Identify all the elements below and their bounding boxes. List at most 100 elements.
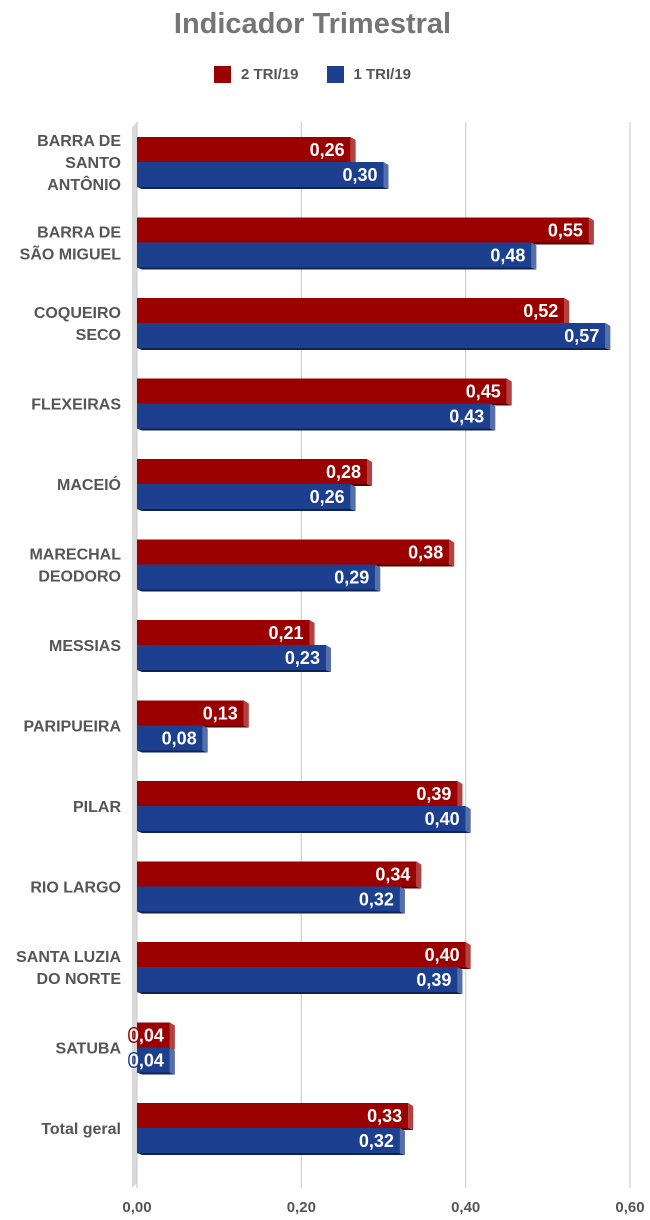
bar-series-1 bbox=[137, 700, 244, 726]
bar-side-face bbox=[506, 378, 512, 406]
bar-value-label: 0,32 bbox=[359, 1131, 394, 1151]
bar-value-label: 0,26 bbox=[310, 140, 345, 160]
bar-value-label: 0,33 bbox=[367, 1106, 402, 1126]
bar-side-face bbox=[399, 1128, 405, 1155]
category-label: BARRA DE bbox=[37, 133, 121, 150]
bar-series-1 bbox=[137, 137, 351, 162]
category-label: FLEXEIRAS bbox=[31, 397, 121, 414]
bar-value-label: 0,04 bbox=[129, 1026, 164, 1046]
bar-series-2 bbox=[137, 403, 491, 429]
bar-series-2 bbox=[137, 323, 606, 348]
bar-value-label: 0,21 bbox=[269, 623, 304, 643]
category-label: SANTA LUZIA bbox=[16, 949, 121, 966]
bar-side-face bbox=[531, 242, 537, 270]
bar-value-label: 0,55 bbox=[548, 221, 583, 241]
legend-item-series-2: 1 TRI/19 bbox=[326, 66, 412, 83]
bar-series-1 bbox=[137, 1103, 409, 1128]
bar-value-label: 0,08 bbox=[162, 729, 197, 749]
bar-series-1 bbox=[137, 620, 310, 645]
bar-side-face bbox=[605, 323, 611, 350]
bar-side-face bbox=[350, 484, 356, 511]
bar-bottom-face bbox=[137, 670, 331, 672]
bar-series-2 bbox=[137, 1047, 170, 1073]
bar-bottom-face bbox=[137, 992, 463, 994]
category-label: SANTO bbox=[65, 155, 121, 172]
bar-side-face bbox=[367, 459, 373, 486]
bar-side-face bbox=[457, 781, 463, 808]
bar-value-label: 0,26 bbox=[310, 487, 345, 507]
bar-series-2 bbox=[137, 806, 466, 831]
bar-series-1 bbox=[137, 861, 417, 887]
bar-side-face bbox=[408, 1103, 414, 1130]
bar-value-label: 0,57 bbox=[564, 326, 599, 346]
bar-value-label: 0,30 bbox=[342, 165, 377, 185]
bar-series-1 bbox=[137, 1022, 170, 1048]
bar-value-label: 0,52 bbox=[523, 301, 558, 321]
legend-item-series-1: 2 TRI/19 bbox=[213, 66, 299, 83]
bar-side-face bbox=[416, 861, 422, 889]
bar-side-face bbox=[169, 1022, 175, 1050]
bar-value-label: 0,45 bbox=[466, 382, 501, 402]
x-tick-label: 0,40 bbox=[451, 1199, 480, 1216]
bar-value-label: 0,48 bbox=[490, 246, 525, 266]
category-label: RIO LARGO bbox=[30, 880, 121, 897]
bar-value-label: 0,43 bbox=[449, 407, 484, 427]
bar-series-1 bbox=[137, 942, 466, 967]
bar-series-2 bbox=[137, 645, 326, 670]
bar-bottom-face bbox=[137, 348, 611, 350]
legend: 2 TRI/19 1 TRI/19 bbox=[0, 66, 625, 83]
x-tick-label: 0,20 bbox=[287, 1199, 316, 1216]
bar-series-2 bbox=[137, 1128, 400, 1153]
bar-side-face bbox=[325, 645, 331, 672]
bar-series-1 bbox=[137, 459, 368, 484]
bar-side-face bbox=[564, 298, 570, 325]
bar-side-face bbox=[588, 217, 594, 245]
bar-series-2 bbox=[137, 886, 400, 912]
bar-series-1 bbox=[137, 217, 589, 243]
category-label: MESSIAS bbox=[49, 638, 121, 655]
bar-series-1 bbox=[137, 298, 565, 323]
category-label: MARECHAL bbox=[29, 547, 121, 564]
bar-value-label: 0,39 bbox=[416, 784, 451, 804]
category-label: PARIPUEIRA bbox=[24, 719, 122, 736]
bar-bottom-face bbox=[137, 589, 381, 592]
bar-side-face bbox=[202, 725, 208, 753]
category-label: DO NORTE bbox=[37, 971, 122, 988]
legend-label-series-2: 1 TRI/19 bbox=[353, 66, 412, 83]
category-label: SECO bbox=[76, 327, 121, 344]
bar-side-face bbox=[243, 700, 249, 728]
bar-value-label: 0,39 bbox=[416, 970, 451, 990]
bar-value-label: 0,34 bbox=[375, 865, 410, 885]
bar-side-face bbox=[449, 539, 455, 567]
x-tick-label: 0,60 bbox=[615, 1199, 644, 1216]
bar-series-2 bbox=[137, 564, 376, 590]
axis-wall bbox=[132, 122, 137, 1188]
chart-title: Indicador Trimestral bbox=[173, 8, 452, 40]
category-label: Total geral bbox=[41, 1121, 121, 1138]
bar-side-face bbox=[375, 564, 381, 592]
bar-series-2 bbox=[137, 162, 384, 187]
legend-label-series-1: 2 TRI/19 bbox=[240, 66, 299, 83]
category-label: SATUBA bbox=[56, 1041, 122, 1058]
bar-side-face bbox=[490, 403, 496, 431]
bar-series-2 bbox=[137, 725, 203, 751]
category-label: PILAR bbox=[73, 799, 121, 816]
bar-value-label: 0,28 bbox=[326, 462, 361, 482]
legend-swatch-series-1 bbox=[213, 66, 231, 83]
bar-series-1 bbox=[137, 378, 507, 404]
bar-value-label: 0,32 bbox=[359, 890, 394, 910]
bar-value-label: 0,38 bbox=[408, 543, 443, 563]
bar-bottom-face bbox=[137, 1072, 175, 1075]
bar-value-label: 0,13 bbox=[203, 704, 238, 724]
bar-side-face bbox=[169, 1047, 175, 1075]
category-label: SÃO MIGUEL bbox=[20, 244, 122, 264]
category-label: ANTÔNIO bbox=[47, 175, 121, 194]
category-label: BARRA DE bbox=[37, 225, 121, 242]
bar-value-label: 0,40 bbox=[425, 945, 460, 965]
bar-bottom-face bbox=[137, 1153, 405, 1155]
bar-side-face bbox=[383, 162, 389, 189]
bar-bottom-face bbox=[137, 428, 496, 431]
bar-bottom-face bbox=[137, 509, 356, 511]
bar-bottom-face bbox=[137, 267, 537, 270]
